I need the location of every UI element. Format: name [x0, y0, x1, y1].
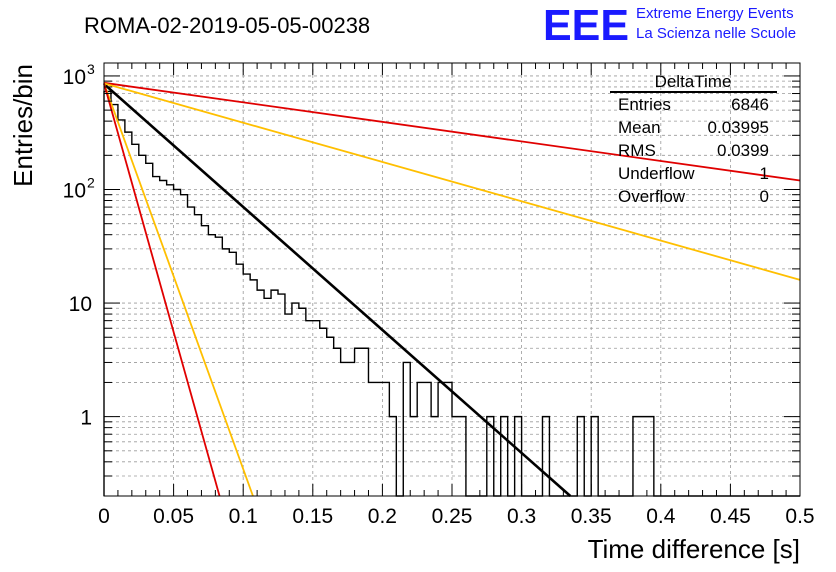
fit-line — [103, 82, 801, 281]
fit-line — [103, 83, 254, 497]
x-axis-label: Time difference [s] — [588, 534, 800, 564]
plot-frame — [103, 62, 801, 497]
stats-row-value: 0.03995 — [708, 118, 769, 137]
axis-ticks — [103, 63, 801, 496]
y-tick-label: 10 — [63, 180, 86, 203]
x-tick-label: 0.35 — [571, 505, 612, 528]
logo-mark: EEE — [543, 1, 629, 50]
y-tick-label: 1 — [80, 407, 92, 430]
stats-row-value: 0 — [760, 187, 769, 206]
y-tick-exponent: 2 — [87, 175, 95, 191]
fit-lines — [103, 81, 801, 497]
logo-line-1: Extreme Energy Events — [636, 5, 794, 22]
x-tick-label: 0.1 — [229, 505, 258, 528]
x-tick-label: 0.45 — [710, 505, 751, 528]
stats-rows: Entries 6846 Mean 0.03995 RMS 0.0399 Underflow… — [618, 95, 769, 206]
logo-line-2: La Scienza nelle Scuole — [636, 25, 796, 42]
x-tick-label: 0.25 — [432, 505, 473, 528]
x-tick-labels: 0 0.05 0.1 0.15 0.2 0.25 0.3 0.35 0.4 0.45 0.5 — [98, 505, 814, 528]
stats-row-label: Overflow — [618, 187, 686, 206]
y-tick-label: 10 — [69, 293, 92, 316]
stats-box: DeltaTime Entries 6846 Mean 0.03995 RMS 0.039… — [610, 72, 777, 206]
stats-row-value: 1 — [760, 164, 769, 183]
x-tick-label: 0.5 — [785, 505, 814, 528]
x-tick-label: 0 — [98, 505, 110, 528]
x-tick-label: 0.05 — [153, 505, 194, 528]
stats-title: DeltaTime — [655, 72, 732, 91]
stats-row-label: Entries — [618, 95, 671, 114]
fit-line — [103, 82, 572, 497]
stats-row-label: Underflow — [618, 164, 695, 183]
chart-title: ROMA-02-2019-05-05-00238 — [84, 13, 370, 38]
x-tick-label: 0.4 — [646, 505, 676, 528]
stats-row-label: RMS — [618, 141, 656, 160]
x-tick-label: 0.2 — [368, 505, 397, 528]
plot-area — [103, 62, 801, 497]
fit-line — [103, 81, 801, 182]
y-tick-exponent: 3 — [87, 61, 95, 77]
grid — [104, 63, 800, 496]
stats-row-label: Mean — [618, 118, 661, 137]
y-axis-label: Entries/bin — [8, 64, 38, 187]
y-tick-label: 10 — [63, 66, 86, 89]
eee-logo: EEE Extreme Energy Events La Scienza nel… — [543, 1, 796, 50]
stats-row-value: 0.0399 — [717, 141, 769, 160]
x-tick-label: 0.15 — [292, 505, 333, 528]
x-tick-label: 0.3 — [507, 505, 536, 528]
stats-row-value: 6846 — [731, 95, 769, 114]
fit-line — [103, 83, 221, 497]
